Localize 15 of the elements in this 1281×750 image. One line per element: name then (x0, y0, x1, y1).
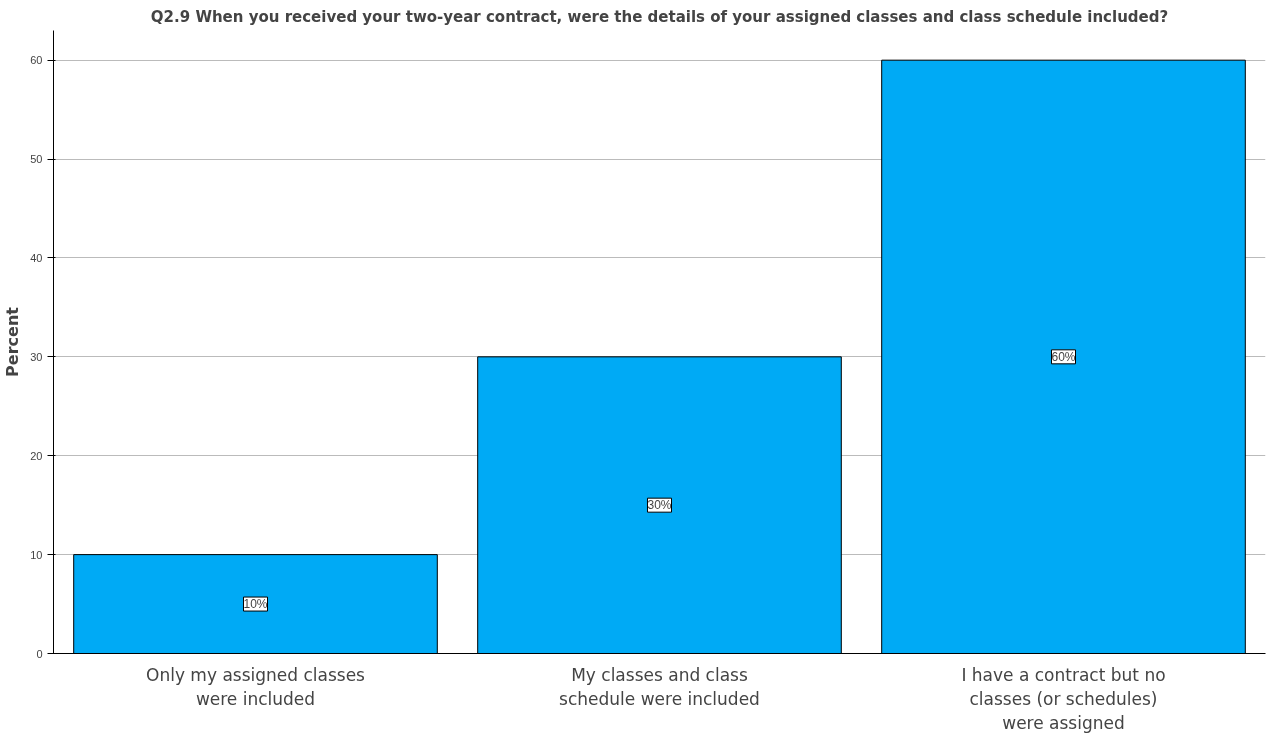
data-label: 30% (647, 498, 672, 513)
chart-title: Q2.9 When you received your two-year contract, were the details of your assigned classes and class schedule included? (150, 7, 1169, 26)
x-tick-label: My classes and class schedule were included (559, 664, 760, 709)
y-tick-label: 0 (36, 647, 43, 660)
x-tick-label: I have a contract but no classes (or schedules) were assigned (961, 664, 1166, 733)
y-tick-label: 10 (30, 548, 43, 561)
data-label: 60% (1051, 349, 1076, 364)
y-axis-title: Percent (3, 306, 23, 377)
data-label: 10% (243, 597, 268, 612)
y-tick-label: 30 (30, 350, 43, 363)
y-tick-label: 50 (30, 153, 43, 166)
x-tick-label: Only my assigned classes were included (146, 664, 366, 709)
y-tick-label: 20 (30, 449, 43, 462)
y-tick-label: 60 (30, 54, 43, 67)
y-tick-label: 40 (30, 251, 43, 264)
